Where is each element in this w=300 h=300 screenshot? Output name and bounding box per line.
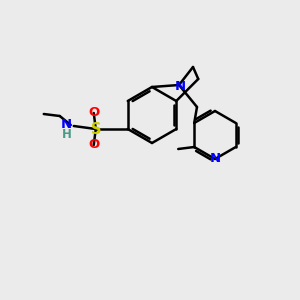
Text: H: H — [62, 128, 72, 140]
Text: O: O — [88, 139, 99, 152]
Text: N: N — [209, 152, 220, 166]
Text: N: N — [61, 118, 72, 131]
Text: O: O — [88, 106, 99, 119]
Text: S: S — [91, 122, 101, 136]
Text: N: N — [174, 80, 186, 92]
